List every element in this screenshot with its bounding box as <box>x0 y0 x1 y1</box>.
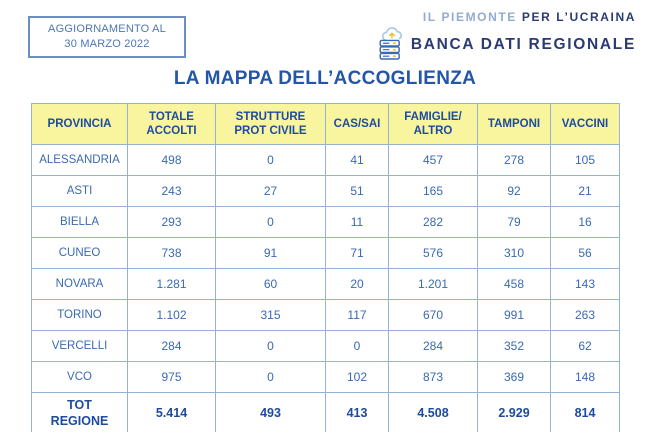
value-cell: 293 <box>127 206 216 238</box>
value-cell: 0 <box>215 144 326 176</box>
value-cell: 2.929 <box>477 392 551 432</box>
update-date-line2: 30 MARZO 2022 <box>64 38 150 50</box>
value-cell: 91 <box>215 237 326 269</box>
value-cell: 991 <box>477 299 551 331</box>
value-cell: 975 <box>127 361 216 393</box>
value-cell: 0 <box>215 361 326 393</box>
value-cell: 1.102 <box>127 299 216 331</box>
value-cell: 284 <box>127 330 216 362</box>
value-cell: 243 <box>127 175 216 207</box>
total-row: TOT REGIONE 5.414 493 413 4.508 2.929 814 <box>31 392 620 432</box>
brand-name-row: BANCA DATI REGIONALE <box>378 27 636 62</box>
value-cell: 0 <box>215 206 326 238</box>
value-cell: 20 <box>325 268 389 300</box>
table-row: CUNEO 738 91 71 576 310 56 <box>31 237 620 269</box>
province-cell: TOT REGIONE <box>31 392 128 432</box>
province-cell: VERCELLI <box>31 330 128 362</box>
value-cell: 62 <box>550 330 620 362</box>
value-cell: 16 <box>550 206 620 238</box>
value-cell: 670 <box>388 299 478 331</box>
province-cell: TORINO <box>31 299 128 331</box>
value-cell: 102 <box>325 361 389 393</box>
value-cell: 60 <box>215 268 326 300</box>
province-cell: NOVARA <box>31 268 128 300</box>
value-cell: 282 <box>388 206 478 238</box>
page-title: LA MAPPA DELL’ACCOGLIENZA <box>173 68 477 89</box>
value-cell: 92 <box>477 175 551 207</box>
value-cell: 310 <box>477 237 551 269</box>
value-cell: 148 <box>550 361 620 393</box>
table-row: VCO 975 0 102 873 369 148 <box>31 361 620 393</box>
value-cell: 11 <box>325 206 389 238</box>
value-cell: 284 <box>388 330 478 362</box>
value-cell: 457 <box>388 144 478 176</box>
column-header: TAMPONI <box>477 103 551 145</box>
table-row: TORINO 1.102 315 117 670 991 263 <box>31 299 620 331</box>
column-header: TOTALE ACCOLTI <box>127 103 216 145</box>
table-row: BIELLA 293 0 11 282 79 16 <box>31 206 620 238</box>
header-row: PROVINCIA TOTALE ACCOLTI STRUTTURE PROT CI… <box>31 103 620 145</box>
column-header: VACCINI <box>550 103 620 145</box>
province-cell: CUNEO <box>31 237 128 269</box>
column-header: CAS/SAI <box>325 103 389 145</box>
value-cell: 21 <box>550 175 620 207</box>
province-cell: BIELLA <box>31 206 128 238</box>
column-header: STRUTTURE PROT CIVILE <box>215 103 326 145</box>
value-cell: 71 <box>325 237 389 269</box>
value-cell: 814 <box>550 392 620 432</box>
value-cell: 105 <box>550 144 620 176</box>
value-cell: 278 <box>477 144 551 176</box>
value-cell: 413 <box>325 392 389 432</box>
value-cell: 165 <box>388 175 478 207</box>
value-cell: 1.201 <box>388 268 478 300</box>
brand-tagline-light: IL PIEMONTE <box>422 10 517 24</box>
value-cell: 79 <box>477 206 551 238</box>
value-cell: 1.281 <box>127 268 216 300</box>
province-cell: VCO <box>31 361 128 393</box>
value-cell: 51 <box>325 175 389 207</box>
value-cell: 352 <box>477 330 551 362</box>
value-cell: 576 <box>388 237 478 269</box>
brand-header: IL PIEMONTE PER L’UCRAINA <box>378 10 636 62</box>
value-cell: 0 <box>215 330 326 362</box>
value-cell: 498 <box>127 144 216 176</box>
value-cell: 493 <box>215 392 326 432</box>
value-cell: 5.414 <box>127 392 216 432</box>
update-date-line1: AGGIORNAMENTO AL <box>48 22 166 35</box>
value-cell: 873 <box>388 361 478 393</box>
table-row: ALESSANDRIA 498 0 41 457 278 105 <box>31 144 620 176</box>
value-cell: 369 <box>477 361 551 393</box>
value-cell: 117 <box>325 299 389 331</box>
brand-tagline-bold: PER L’UCRAINA <box>521 10 636 24</box>
value-cell: 315 <box>215 299 326 331</box>
column-header: PROVINCIA <box>31 103 128 145</box>
cloud-database-icon <box>379 27 402 60</box>
value-cell: 263 <box>550 299 620 331</box>
value-cell: 41 <box>325 144 389 176</box>
value-cell: 56 <box>550 237 620 269</box>
table-row: NOVARA 1.281 60 20 1.201 458 143 <box>31 268 620 300</box>
value-cell: 738 <box>127 237 216 269</box>
value-cell: 458 <box>477 268 551 300</box>
update-date-box: AGGIORNAMENTO AL 30 MARZO 2022 <box>28 16 186 58</box>
value-cell: 4.508 <box>388 392 478 432</box>
column-header: FAMIGLIE/ ALTRO <box>388 103 478 145</box>
province-cell: ALESSANDRIA <box>31 144 128 176</box>
accoglienza-table: PROVINCIA TOTALE ACCOLTI STRUTTURE PROT CI… <box>31 103 620 432</box>
table-row: ASTI 243 27 51 165 92 21 <box>31 175 620 207</box>
brand-tagline: IL PIEMONTE PER L’UCRAINA <box>378 10 636 24</box>
brand-name: BANCA DATI REGIONALE <box>410 35 636 53</box>
table-row: VERCELLI 284 0 0 284 352 62 <box>31 330 620 362</box>
table-body: ALESSANDRIA 498 0 41 457 278 105 ASTI 243 27 51 165… <box>31 144 620 432</box>
value-cell: 27 <box>215 175 326 207</box>
value-cell: 143 <box>550 268 620 300</box>
province-cell: ASTI <box>31 175 128 207</box>
value-cell: 0 <box>325 330 389 362</box>
